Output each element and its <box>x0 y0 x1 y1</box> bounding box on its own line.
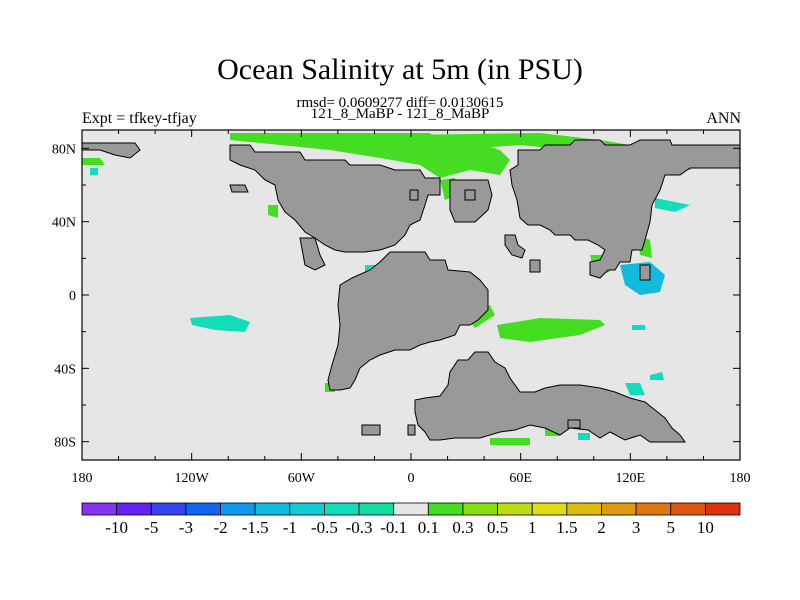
colorbar-label: 3 <box>632 518 641 537</box>
y-tick-label: 40S <box>54 362 76 377</box>
colorbar-box <box>324 502 360 516</box>
colorbar-label: 10 <box>697 518 714 537</box>
land-mass <box>409 189 419 201</box>
land-mass <box>229 184 249 193</box>
colorbar-label: -5 <box>144 518 158 537</box>
anomaly-patch <box>82 158 105 165</box>
colorbar-box <box>670 502 706 516</box>
land-layer <box>81 139 741 443</box>
subtitle: 121_8_MaBP - 121_8_MaBP <box>310 106 490 122</box>
land-mass <box>567 419 581 429</box>
colorbar-box <box>150 502 187 516</box>
colorbar-label: -0.3 <box>346 518 373 537</box>
colorbar-label: 0.3 <box>452 518 473 537</box>
colorbar-box <box>116 502 152 516</box>
anomaly-patch <box>90 168 98 175</box>
x-tick-label: 60E <box>509 471 532 486</box>
colorbar-box <box>358 502 395 516</box>
land-mass <box>504 234 526 259</box>
anomaly-patch <box>655 198 690 212</box>
land-mass <box>414 351 686 443</box>
land-mass <box>407 424 416 436</box>
colorbar-label: -0.5 <box>311 518 338 537</box>
colorbar-label: -1.5 <box>242 518 269 537</box>
x-tick-label: 180 <box>730 471 751 486</box>
colorbar-label: -10 <box>105 518 128 537</box>
colorbar-box <box>531 502 568 516</box>
colorbar-box <box>427 502 464 516</box>
land-mass <box>81 142 141 159</box>
anomaly-patch <box>650 372 664 380</box>
colorbar-label: 5 <box>666 518 675 537</box>
x-tick-label: 120W <box>175 471 210 486</box>
colorbar-labels: -10 -5 -3 -2 -1.5 -1 -0.5 -0.3 -0.1 0.1 0.3 0.5 1 1.5… <box>105 518 714 537</box>
land-mass <box>299 237 326 271</box>
land-mass <box>639 264 651 281</box>
y-tick-label: 40N <box>52 216 76 231</box>
land-mass <box>327 251 489 391</box>
colorbar-label: 2 <box>597 518 606 537</box>
colorbar-label: 1 <box>528 518 537 537</box>
anomaly-patch <box>497 318 605 342</box>
colorbar-box <box>704 502 741 516</box>
colorbar-label: -2 <box>213 518 227 537</box>
colorbar-label: -0.1 <box>380 518 407 537</box>
land-mass <box>464 189 476 201</box>
plot-title: Ocean Salinity at 5m (in PSU) <box>217 53 583 86</box>
colorbar-box <box>393 502 429 516</box>
colorbar-box <box>81 502 118 516</box>
land-mass <box>449 179 493 223</box>
axis-ticks <box>81 130 741 460</box>
x-tick-label: 180 <box>72 471 93 486</box>
colorbar-label: 0.1 <box>418 518 439 537</box>
colorbar-box <box>601 502 637 516</box>
x-tick-label: 120E <box>616 471 646 486</box>
land-mass <box>229 144 441 253</box>
experiment-label: Expt = tfkey-tfjay <box>82 110 197 127</box>
colorbar-boxes <box>81 502 741 516</box>
colorbar-box <box>254 502 291 516</box>
colorbar-box <box>635 502 672 516</box>
anomaly-patch <box>268 205 278 218</box>
anomaly-patch <box>490 438 530 445</box>
land-mass <box>529 259 541 273</box>
x-tick-label: 0 <box>408 471 415 486</box>
y-tick-label: 0 <box>69 289 76 304</box>
y-tick-label: 80N <box>52 142 76 157</box>
colorbar-label: 0.5 <box>487 518 508 537</box>
colorbar-box <box>185 502 221 516</box>
anomaly-patch <box>625 383 645 395</box>
anomaly-patch <box>632 325 645 330</box>
anomaly-patch <box>578 433 590 440</box>
colorbar-label: -3 <box>179 518 193 537</box>
anomaly-patch <box>400 133 700 170</box>
y-tick-label: 80S <box>54 436 76 451</box>
rmsd-line: rmsd= 0.0609277 diff= 0.0130615 <box>296 95 504 111</box>
anomaly-patch <box>190 315 250 332</box>
colorbar-label: -1 <box>283 518 297 537</box>
axis-labels: 180 120W 60W 0 60E 120E 180 80N 40N 0 40S 80S <box>52 142 751 486</box>
colorbar-label: 1.5 <box>556 518 577 537</box>
colorbar-box <box>566 502 602 516</box>
land-mass <box>361 424 381 436</box>
season-label: ANN <box>706 110 741 127</box>
colorbar-box <box>220 502 256 516</box>
x-tick-label: 60W <box>288 471 316 486</box>
land-mass <box>509 139 741 279</box>
colorbar-box <box>289 502 325 516</box>
colorbar-box <box>462 502 498 516</box>
colorbar-box <box>497 502 533 516</box>
